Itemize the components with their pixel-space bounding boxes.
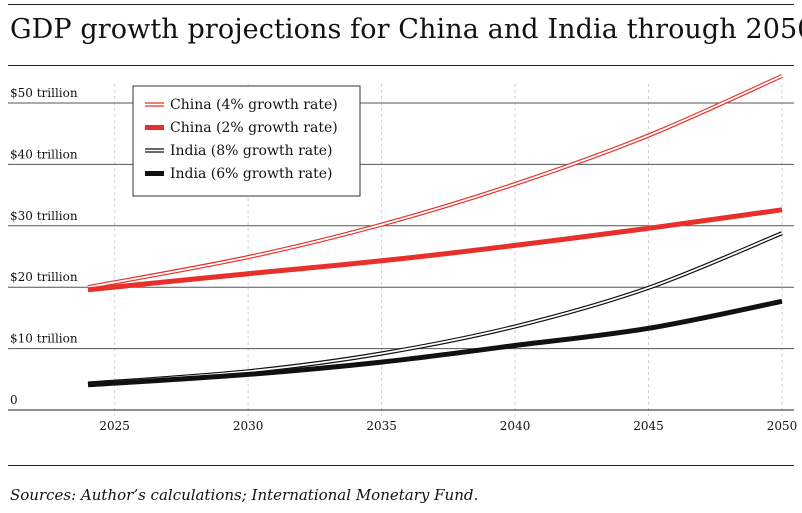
x-tick-label: 2025 [99,419,130,433]
legend-item: China (4% growth rate) [145,97,338,113]
x-tick-label: 2035 [366,419,397,433]
chart-area: 0 $10 trillion $20 trillion $30 trillion $40… [8,74,797,433]
series-line-inner [87,75,783,289]
series-india-6-growth-rate [87,298,783,388]
legend-label: China (2% growth rate) [170,120,338,136]
series-line-inner [87,232,783,385]
x-tick-label: 2030 [233,419,264,433]
y-tick-label: $40 trillion [10,147,78,161]
bottom-rule [8,465,794,466]
x-tick-label: 2045 [633,419,664,433]
series-line [87,298,783,388]
x-axis-labels: 2025 2030 2035 2040 2045 2050 [99,419,797,433]
x-tick-label: 2040 [500,419,531,433]
y-tick-label: 0 [10,393,18,407]
y-axis-labels: 0 $10 trillion $20 trillion $30 trillion $40… [10,86,78,407]
legend-item: China (2% growth rate) [145,120,338,136]
x-tick-label: 2050 [767,419,798,433]
legend-label: India (8% growth rate) [170,143,332,159]
y-tick-label: $10 trillion [10,332,78,346]
source-note: Sources: Author’s calculations; Internat… [10,486,479,504]
series-china-2-growth-rate [87,207,783,293]
legend-item: India (6% growth rate) [145,166,332,182]
y-tick-label: $30 trillion [10,209,78,223]
series-lines [87,74,783,388]
top-rule [8,4,794,5]
legend-box [132,85,361,197]
legend-label: India (6% growth rate) [170,166,332,182]
chart-title: GDP growth projections for China and Ind… [10,14,802,45]
y-tick-label: $20 trillion [10,270,78,284]
title-rule [8,65,794,66]
legend: China (4% growth rate) China (2% growth r… [132,85,361,197]
series-india-8-growth-rate [87,231,783,386]
series-china-4-growth-rate [87,74,783,290]
series-line [87,207,783,293]
legend-label: China (4% growth rate) [170,97,338,113]
legend-item: India (8% growth rate) [145,143,332,159]
y-tick-label: $50 trillion [10,86,78,100]
